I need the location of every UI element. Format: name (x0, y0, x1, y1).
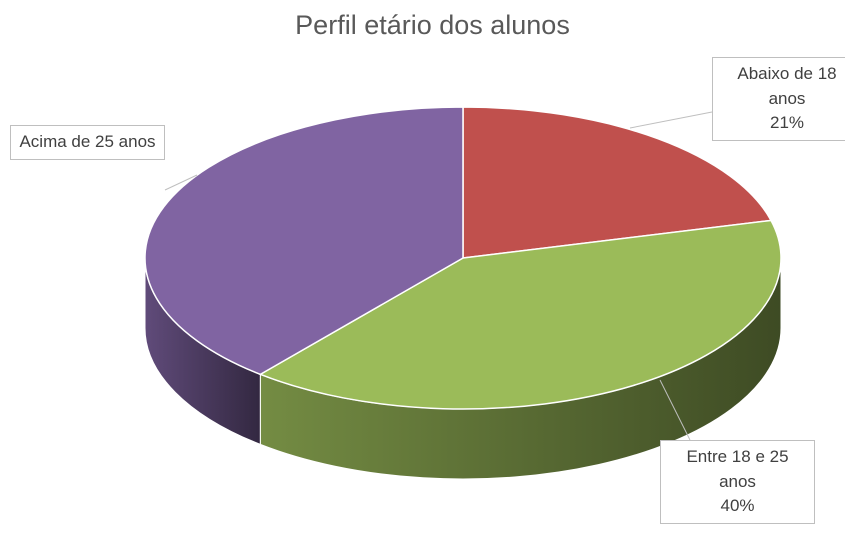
slice (258, 219, 782, 410)
data-label: Abaixo de 18 anos 21% (712, 57, 845, 141)
leader-line (164, 174, 198, 191)
chart-title: Perfil etário dos alunos (295, 10, 570, 40)
slice (462, 106, 773, 259)
leader-line (629, 111, 713, 129)
value-label: 40% (720, 496, 755, 516)
category-label: Acima de 25 anos (19, 132, 156, 151)
category-label: Abaixo de 18 anos (737, 64, 837, 108)
slice (144, 106, 464, 376)
category-label: Entre 18 e 25 anos (686, 447, 789, 491)
data-label: Entre 18 e 25 anos 40% (660, 440, 815, 524)
value-label: 21% (769, 113, 805, 133)
leader-line (659, 379, 691, 441)
data-label: Acima de 25 anos (10, 125, 165, 160)
